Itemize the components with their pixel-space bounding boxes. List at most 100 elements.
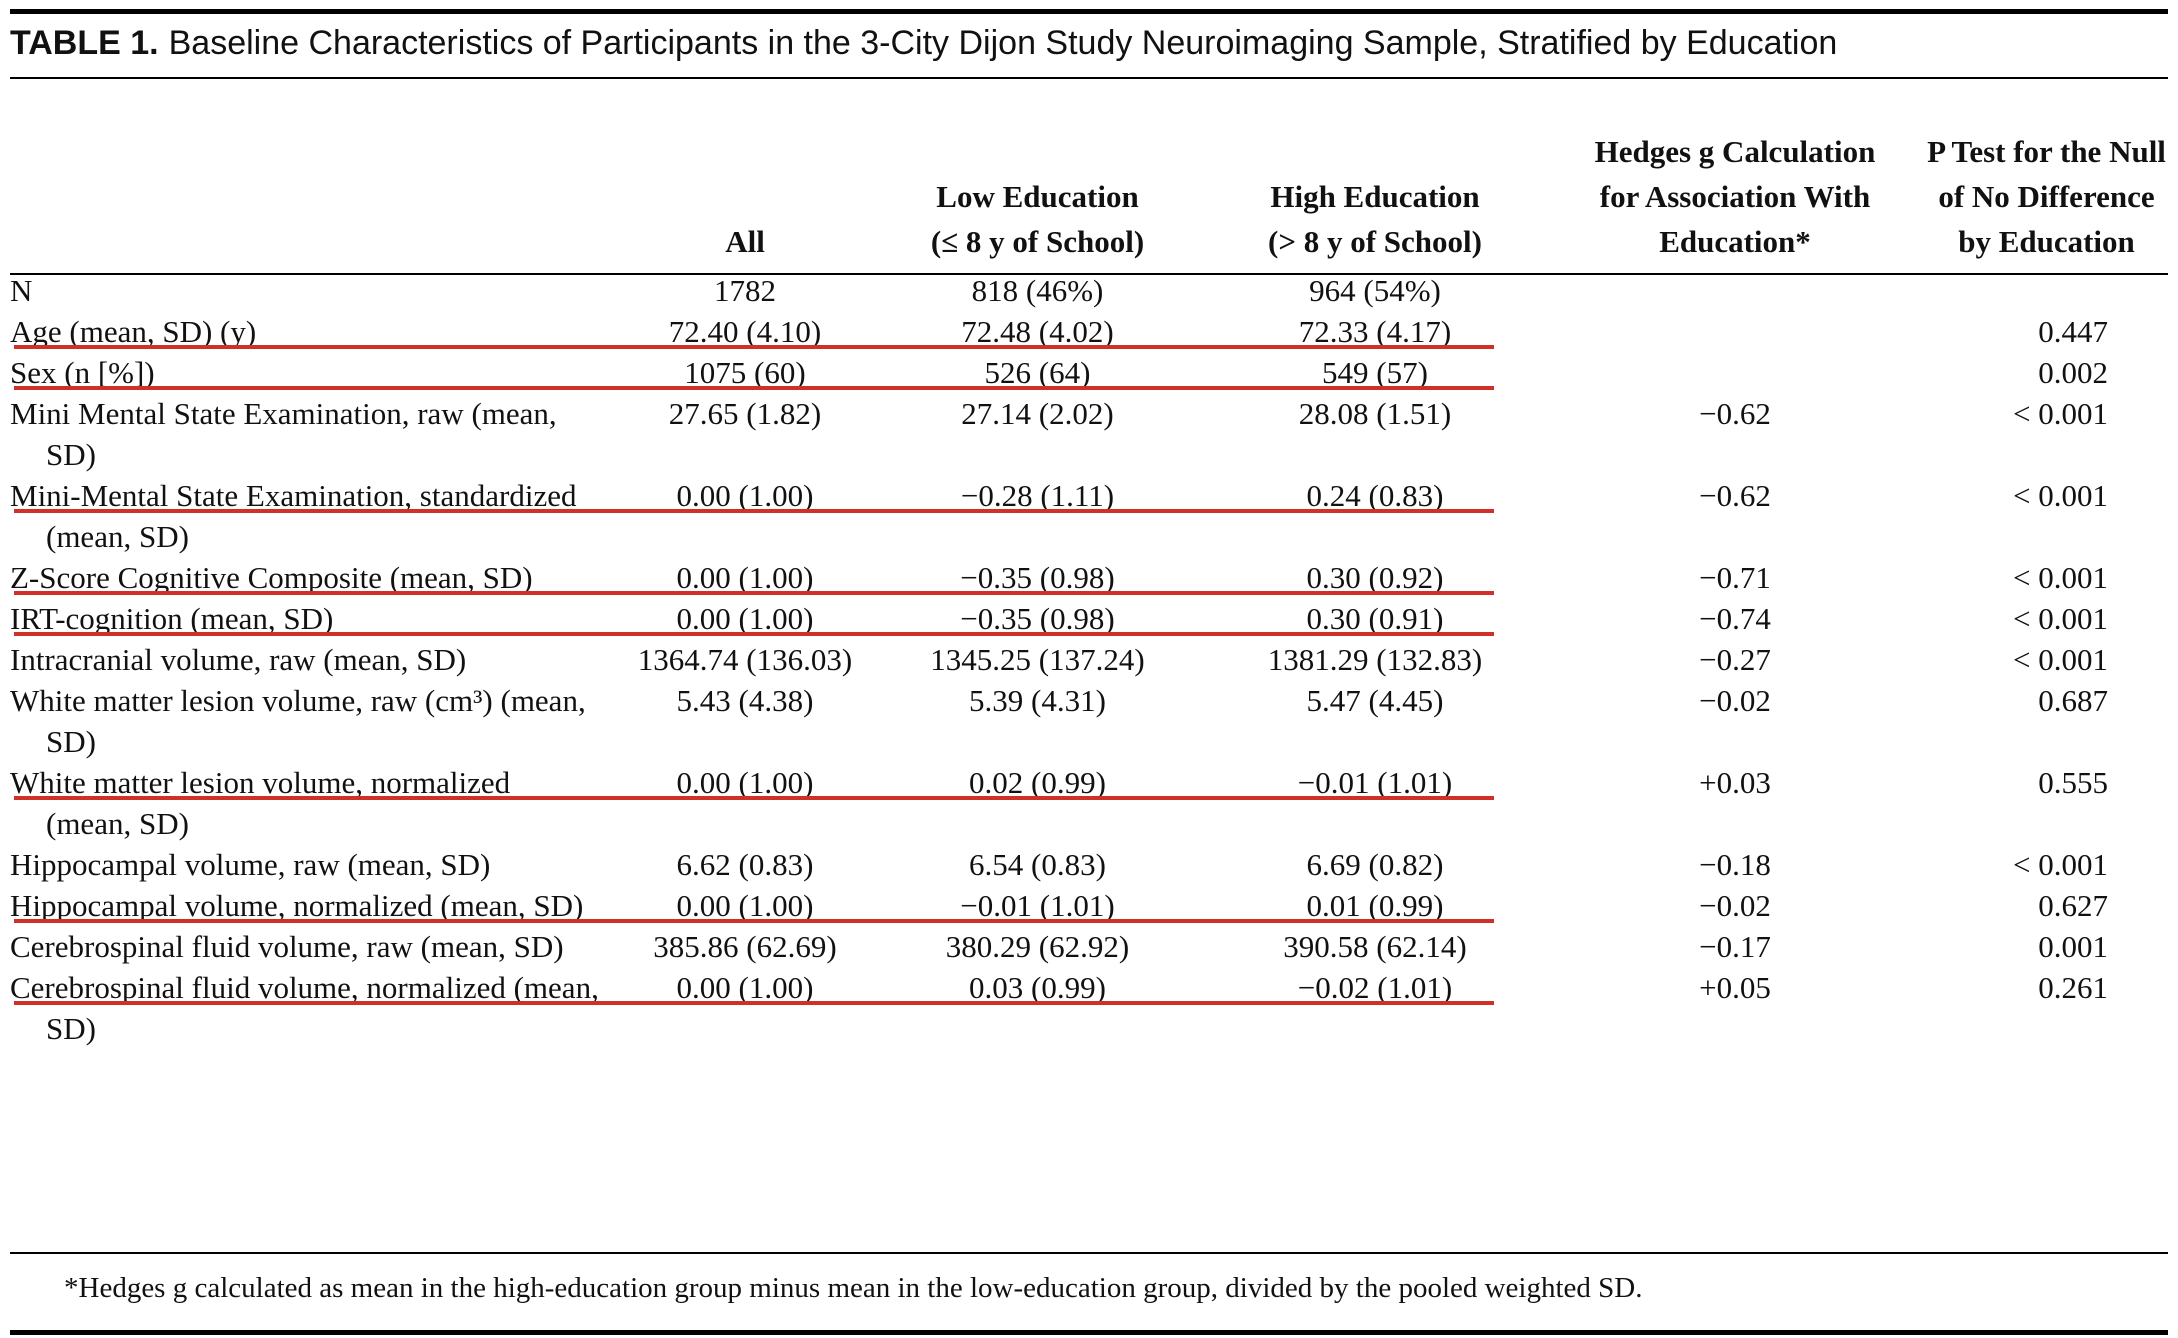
table-row: N 1782 818 (46%) 964 (54%) — [10, 270, 2168, 311]
cell: 1782 — [714, 273, 776, 308]
row-label: Cerebrospinal fluid volume, raw (mean, S… — [10, 929, 564, 964]
cell: −0.62 — [1699, 396, 1771, 431]
cell: 0.02 (0.99) — [969, 765, 1106, 800]
cell: 1381.29 (132.83) — [1267, 642, 1483, 677]
header-rule — [10, 273, 2168, 275]
title-text: Baseline Characteristics of Participants… — [168, 24, 1838, 62]
cell: < 0.001 — [2013, 396, 2108, 431]
row-label: Sex (n [%]) — [10, 352, 1494, 393]
cell: 526 (64) — [984, 355, 1091, 390]
cell — [1565, 270, 1905, 311]
row-label: Cerebrospinal fluid volume, normalized (… — [10, 967, 1494, 1049]
cell: 0.001 — [2038, 929, 2108, 964]
cell — [1565, 311, 1905, 352]
table-row: Mini-Mental State Examination, standardi… — [10, 475, 2168, 557]
cell: 5.43 (4.38) — [676, 683, 814, 718]
cell: 1075 (60) — [684, 355, 806, 390]
cell: 0.30 (0.92) — [1306, 560, 1444, 595]
table-row: IRT-cognition (mean, SD) 0.00 (1.00) −0.35… — [10, 598, 2168, 639]
cell: 549 (57) — [1322, 355, 1428, 390]
header-cell — [10, 86, 600, 270]
table-row: White matter lesion volume, raw (cm³) (m… — [10, 680, 2168, 762]
header-cell: All — [725, 224, 765, 259]
table-title: TABLE 1. Baseline Characteristics of Part… — [10, 24, 1837, 63]
cell: < 0.001 — [2013, 642, 2108, 677]
cell: −0.02 — [1699, 683, 1771, 718]
cell: 6.69 (0.82) — [1306, 847, 1444, 882]
cell: 6.62 (0.83) — [676, 847, 814, 882]
cell: 72.48 (4.02) — [961, 314, 1114, 349]
top-rule — [10, 9, 2168, 14]
cell: 0.555 — [2038, 765, 2108, 800]
cell: 0.00 (1.00) — [676, 478, 814, 513]
row-label: Hippocampal volume, normalized (mean, SD… — [10, 885, 1494, 926]
cell: 964 (54%) — [1309, 273, 1441, 308]
header-cell: Low Education (≤ 8 y of School) — [930, 179, 1145, 259]
cell: 27.65 (1.82) — [668, 396, 822, 431]
cell: 28.08 (1.51) — [1298, 396, 1452, 431]
cell: 0.002 — [2038, 355, 2108, 390]
table-row: Z-Score Cognitive Composite (mean, SD) 0.… — [10, 557, 2168, 598]
cell: 72.33 (4.17) — [1298, 314, 1452, 349]
cell: 0.00 (1.00) — [676, 888, 814, 923]
cell: 0.00 (1.00) — [676, 601, 814, 636]
header-row: All Low Education (≤ 8 y of School) High… — [10, 86, 2168, 270]
cell: 72.40 (4.10) — [668, 314, 822, 349]
cell: −0.01 (1.01) — [1297, 765, 1453, 800]
table-row: Mini Mental State Examination, raw (mean… — [10, 393, 2168, 475]
cell: −0.74 — [1699, 601, 1771, 636]
table-row: Cerebrospinal fluid volume, raw (mean, S… — [10, 926, 2168, 967]
cell: 0.00 (1.00) — [676, 560, 814, 595]
cell: +0.03 — [1699, 765, 1771, 800]
cell: 385.86 (62.69) — [653, 929, 837, 964]
table-row: Age (mean, SD) (y) 72.40 (4.10) 72.48 (4.0… — [10, 311, 2168, 352]
cell: −0.02 (1.01) — [1297, 970, 1453, 1005]
cell — [1565, 352, 1905, 393]
cell: 1364.74 (136.03) — [637, 642, 853, 677]
table-row: Cerebrospinal fluid volume, normalized (… — [10, 967, 2168, 1049]
foot-rule — [10, 1252, 2168, 1254]
cell: 0.00 (1.00) — [676, 765, 814, 800]
row-label: White matter lesion volume, normalized (… — [10, 762, 1494, 844]
row-label: Z-Score Cognitive Composite (mean, SD) — [10, 557, 1494, 598]
cell: −0.35 (0.98) — [960, 560, 1115, 595]
cell: < 0.001 — [2013, 560, 2108, 595]
cell: < 0.001 — [2013, 847, 2108, 882]
cell: −0.27 — [1699, 642, 1771, 677]
cell: −0.35 (0.98) — [960, 601, 1115, 636]
cell: 380.29 (62.92) — [945, 929, 1130, 964]
cell: 0.01 (0.99) — [1306, 888, 1444, 923]
table-row: Hippocampal volume, raw (mean, SD) 6.62 (… — [10, 844, 2168, 885]
cell: +0.05 — [1699, 970, 1771, 1005]
row-label: Mini-Mental State Examination, standardi… — [10, 475, 1494, 557]
row-label: Hippocampal volume, raw (mean, SD) — [10, 847, 491, 882]
cell: 818 (46%) — [971, 273, 1104, 308]
cell: 1345.25 (137.24) — [930, 642, 1145, 677]
cell — [1905, 270, 2168, 311]
table-label: TABLE 1. — [10, 24, 159, 62]
table-row: White matter lesion volume, normalized (… — [10, 762, 2168, 844]
cell: −0.17 — [1699, 929, 1771, 964]
cell: −0.18 — [1699, 847, 1771, 882]
cell: < 0.001 — [2013, 601, 2108, 636]
row-label: N — [10, 273, 33, 308]
cell: 390.58 (62.14) — [1283, 929, 1467, 964]
table-body: N 1782 818 (46%) 964 (54%) Age (mean, SD) (y… — [10, 270, 2168, 1049]
row-label: Intracranial volume, raw (mean, SD) — [10, 642, 467, 677]
cell: −0.02 — [1699, 888, 1771, 923]
cell: 0.00 (1.00) — [676, 970, 814, 1005]
cell: 5.47 (4.45) — [1306, 683, 1444, 718]
cell: 6.54 (0.83) — [969, 847, 1106, 882]
footnote: *Hedges g calculated as mean in the high… — [64, 1272, 1643, 1304]
cell: −0.28 (1.11) — [960, 478, 1115, 513]
row-label: Age (mean, SD) (y) — [10, 311, 1494, 352]
cell: 5.39 (4.31) — [969, 683, 1106, 718]
row-label: Mini Mental State Examination, raw (mean… — [10, 396, 557, 472]
row-label: White matter lesion volume, raw (cm³) (m… — [10, 683, 586, 759]
cell: < 0.001 — [2013, 478, 2108, 513]
table-row: Hippocampal volume, normalized (mean, SD… — [10, 885, 2168, 926]
cell: 0.261 — [2038, 970, 2108, 1005]
table-row: Intracranial volume, raw (mean, SD) 1364.… — [10, 639, 2168, 680]
cell: 0.627 — [2038, 888, 2108, 923]
